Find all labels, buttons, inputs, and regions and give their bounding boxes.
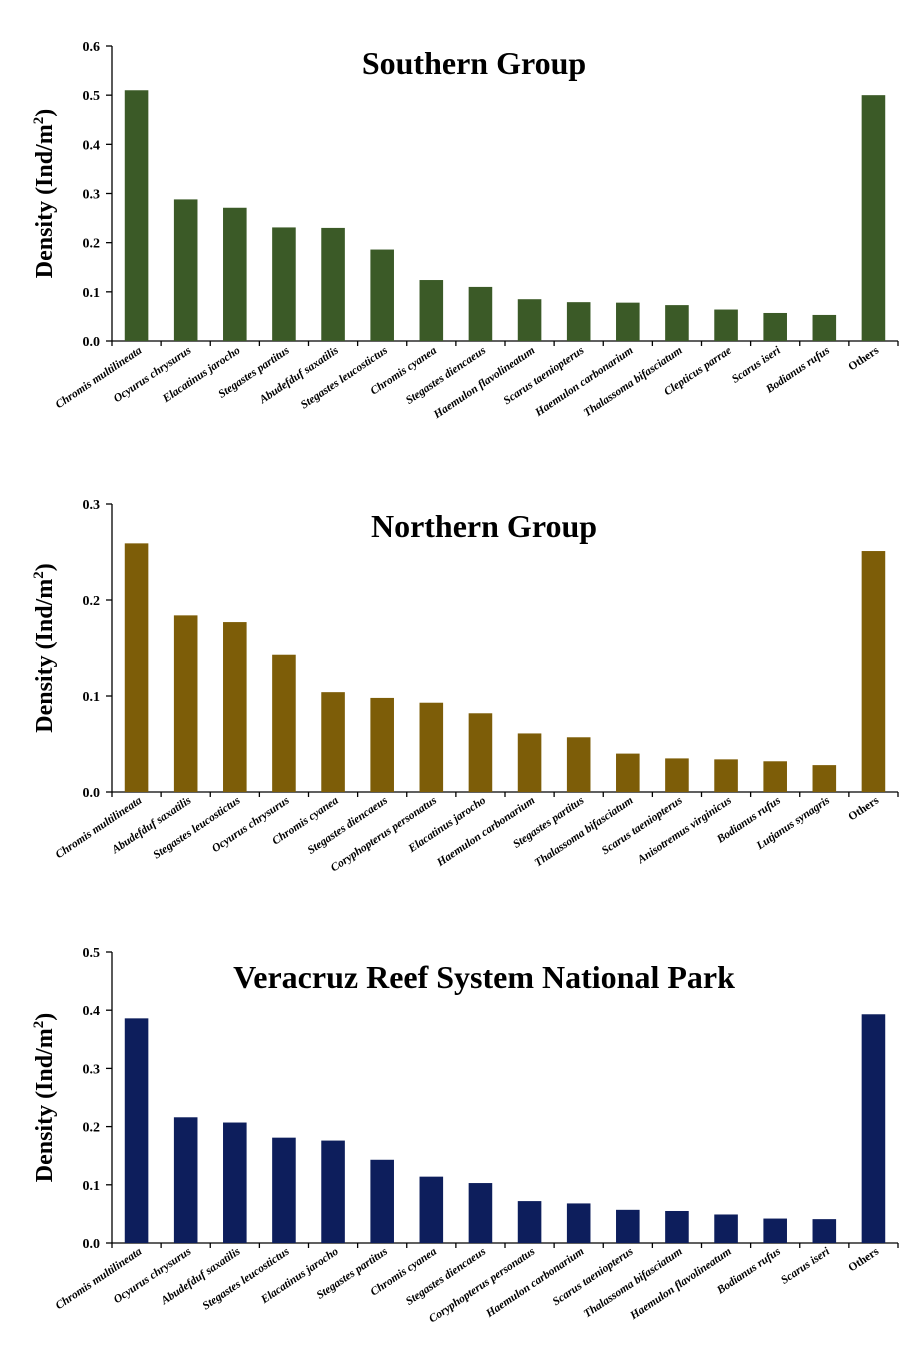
x-tick-label: Anisotremus virginicus: [635, 794, 734, 866]
y-axis-label: Density (Ind/m2): [31, 563, 58, 733]
x-tick-label: Stegastes leucostictus: [151, 794, 243, 861]
bar: [665, 305, 689, 341]
x-tick-label: Stegastes diencaeus: [306, 794, 391, 857]
bar: [566, 302, 591, 341]
bar: [223, 622, 247, 792]
chart-title: Veracruz Reef System National Park: [233, 959, 735, 995]
bar: [419, 1176, 444, 1243]
bar: [763, 1218, 787, 1243]
bar: [321, 227, 345, 341]
bar: [616, 753, 640, 792]
chart-title: Southern Group: [362, 45, 586, 81]
y-tick-label: 0.1: [83, 1179, 101, 1194]
bar: [223, 1122, 247, 1243]
bar: [517, 733, 542, 792]
x-tick-label: Chromis multilineata: [54, 794, 145, 861]
bar: [124, 1018, 149, 1243]
y-tick-label: 0.3: [83, 188, 101, 203]
bar: [517, 1201, 542, 1243]
bar: [665, 758, 689, 792]
x-tick-label: Others: [846, 794, 881, 823]
bar: [370, 249, 394, 341]
bar: [714, 1214, 738, 1243]
x-tick-label: Abudefduf saxatilis: [109, 794, 194, 856]
x-tick-label: Stegastes leucostictus: [200, 1245, 292, 1312]
x-tick-label: Chromis multilineata: [54, 344, 145, 411]
bar: [272, 1137, 296, 1243]
bar: [468, 286, 493, 341]
y-axis-label: Density (Ind/m2): [31, 1013, 58, 1183]
bar: [812, 314, 837, 341]
bar: [763, 312, 787, 341]
bar: [665, 1210, 689, 1243]
bar: [321, 692, 345, 792]
bar: [861, 1014, 886, 1243]
chart-panel-2: Northern Group Density (Ind/m2) 0.0 0.1 0.2 0…: [31, 498, 899, 874]
bar: [763, 761, 787, 792]
x-tick-label: Scarus taeniopterus: [600, 794, 685, 857]
bar: [714, 759, 738, 792]
chart-title: Northern Group: [371, 508, 597, 544]
bar: [173, 199, 198, 341]
x-tick-label: Stegastes diencaeus: [404, 344, 489, 407]
y-tick-label: 0.5: [83, 89, 101, 104]
y-tick-label: 0.0: [83, 335, 101, 350]
y-tick-label: 0.3: [83, 1062, 101, 1077]
bar: [517, 299, 542, 341]
y-tick-label: 0.1: [83, 286, 101, 301]
y-tick-label: 0.2: [83, 594, 101, 609]
bar: [173, 1117, 198, 1243]
x-tick-label: Scarus taeniopterus: [502, 344, 587, 407]
bar: [468, 713, 493, 792]
x-tick-label: Abudefduf saxatilis: [158, 1245, 243, 1307]
x-tick-label: Chromis multilineata: [54, 1245, 145, 1312]
bar: [812, 1219, 837, 1243]
bar: [370, 1159, 394, 1243]
bar: [566, 1203, 591, 1243]
bar: [272, 227, 296, 341]
x-tick-label: Scarus iseri: [779, 1245, 833, 1287]
bar: [861, 95, 886, 342]
y-tick-label: 0.1: [83, 690, 101, 705]
y-tick-label: 0.0: [83, 1237, 101, 1252]
y-tick-label: 0.4: [83, 138, 101, 153]
y-tick-label: 0.5: [83, 946, 101, 961]
bar: [272, 654, 296, 792]
bar: [124, 90, 149, 341]
bar: [321, 1140, 345, 1243]
x-tick-label: Scarus taeniopterus: [551, 1245, 636, 1308]
x-tick-label: Stegastes diencaeus: [404, 1245, 489, 1308]
bar: [124, 543, 149, 792]
bar: [223, 207, 247, 341]
chart-panel-1: Southern Group Density (Ind/m2) 0.0 0.1 0.2 0…: [31, 40, 899, 422]
y-axis-label: Density (Ind/m2): [31, 109, 58, 279]
x-tick-label: Stegastes leucostictus: [299, 344, 391, 411]
y-tick-label: 0.3: [83, 498, 101, 513]
y-tick-label: 0.2: [83, 1121, 101, 1136]
bar: [861, 551, 886, 792]
bar: [173, 615, 198, 792]
bar: [566, 737, 591, 792]
bar: [370, 697, 394, 792]
y-tick-label: 0.0: [83, 786, 101, 801]
bar: [812, 765, 837, 792]
y-tick-label: 0.4: [83, 1004, 101, 1019]
x-tick-label: Abudefduf saxatilis: [257, 344, 342, 406]
bar: [714, 309, 738, 341]
y-tick-label: 0.6: [83, 40, 101, 55]
bar: [468, 1183, 493, 1243]
y-tick-label: 0.2: [83, 237, 101, 252]
bar: [616, 302, 640, 341]
x-tick-label: Others: [846, 344, 881, 373]
bar: [419, 280, 444, 341]
bar: [419, 702, 444, 792]
x-tick-label: Others: [846, 1245, 881, 1274]
bar: [616, 1209, 640, 1243]
chart-panel-3: Veracruz Reef System National Park Densit…: [31, 946, 899, 1325]
